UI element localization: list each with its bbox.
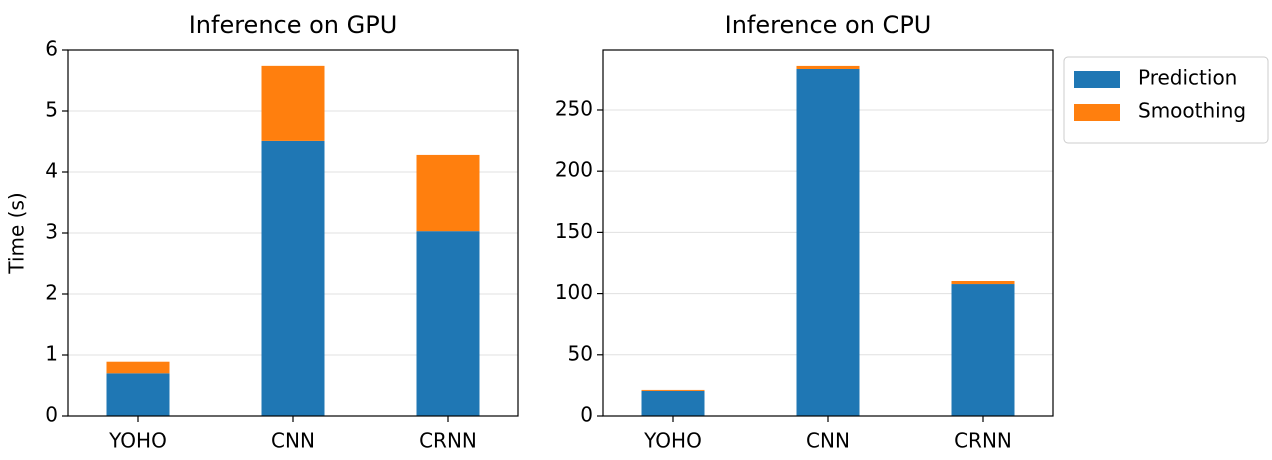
y-tick-label: 200 — [555, 158, 593, 182]
y-tick-label: 0 — [580, 403, 593, 427]
bar-segment — [951, 284, 1015, 416]
bar-segment — [416, 154, 480, 232]
legend-swatch — [1074, 104, 1120, 121]
bar-segment — [261, 140, 325, 416]
legend-swatch — [1074, 71, 1120, 88]
bar-segment — [796, 68, 860, 417]
y-tick-label: 0 — [45, 403, 58, 427]
bar-segment — [106, 361, 170, 374]
bar-segment — [261, 65, 325, 141]
x-tick-label: YOHO — [108, 429, 167, 453]
y-tick-label: 250 — [555, 96, 593, 120]
plot-frame — [67, 49, 519, 417]
x-tick-label: CRNN — [419, 429, 477, 453]
chart-title: Inference on GPU — [189, 11, 398, 39]
plot-frame — [602, 49, 1054, 417]
bar-segment — [796, 65, 860, 69]
bar-segment — [641, 389, 705, 391]
bar-segment — [416, 231, 480, 416]
y-tick-label: 5 — [45, 98, 58, 122]
bar-segment — [641, 390, 705, 416]
y-axis-label: Time (s) — [5, 192, 29, 274]
y-tick-label: 50 — [568, 341, 593, 365]
y-tick-label: 6 — [45, 37, 58, 61]
x-tick-label: CRNN — [954, 429, 1012, 453]
legend-label: Smoothing — [1138, 99, 1246, 123]
x-tick-label: YOHO — [643, 429, 702, 453]
chart-title: Inference on CPU — [725, 11, 932, 39]
y-tick-label: 150 — [555, 219, 593, 243]
legend-label: Prediction — [1138, 66, 1237, 90]
y-tick-label: 3 — [45, 220, 58, 244]
y-tick-label: 100 — [555, 280, 593, 304]
x-tick-label: CNN — [806, 429, 850, 453]
y-tick-label: 4 — [45, 159, 58, 183]
y-tick-label: 2 — [45, 281, 58, 305]
bar-segment — [106, 373, 170, 416]
y-tick-label: 1 — [45, 342, 58, 366]
x-tick-label: CNN — [271, 429, 315, 453]
bar-segment — [951, 280, 1015, 285]
